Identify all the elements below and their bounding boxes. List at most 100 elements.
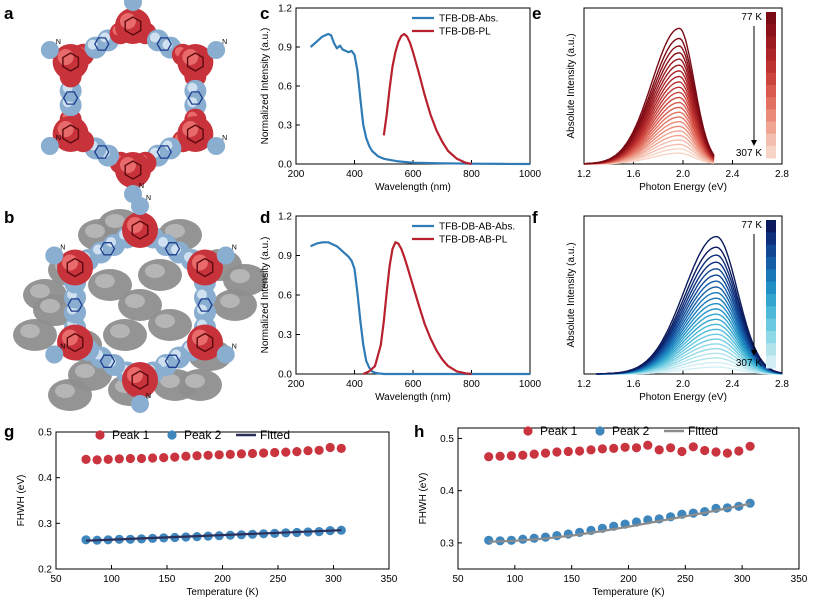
panel-label-b: b: [4, 208, 14, 227]
data-point-peak1: [495, 451, 505, 461]
colorbar-segment: [766, 331, 776, 344]
colorbar-segment: [766, 133, 776, 147]
x-axis-label: Photon Energy (eV): [639, 392, 727, 403]
data-point-peak1: [518, 450, 528, 460]
colorbar-segment: [766, 145, 776, 159]
x-tick-label: 800: [463, 379, 480, 390]
colorbar-segment: [766, 244, 776, 258]
linker-atom-highlight: [149, 32, 160, 43]
guest-molecule-highlight: [75, 364, 95, 378]
data-point-peak1: [597, 444, 608, 454]
series-line-0: [309, 32, 531, 166]
data-point-peak1: [540, 448, 551, 458]
y-tick-label: 0.2: [38, 565, 52, 576]
data-point-peak1: [181, 451, 191, 461]
y-tick-label: 1.2: [278, 4, 292, 15]
node-ring: [131, 370, 149, 390]
x-tick-label: 300: [325, 574, 342, 585]
outer-arm-sphere: [216, 246, 235, 265]
y-tick-label: 0.3: [278, 121, 292, 132]
y-tick-label: 0.3: [38, 519, 52, 530]
y-axis-label: Normalized Intensity (a.u.): [260, 237, 271, 354]
data-point-peak1: [148, 453, 158, 463]
data-point-peak1: [103, 454, 113, 464]
colorbar-arrowhead: [751, 140, 757, 146]
legend-label: Peak 2: [184, 428, 222, 442]
linker-ring: [62, 91, 79, 105]
data-point-peak1: [563, 446, 573, 457]
node-core-highlight: [191, 254, 208, 271]
linker-ring: [99, 242, 116, 256]
nitrogen-label: N: [60, 344, 65, 351]
colorbar-segment: [766, 85, 776, 98]
node-ring: [62, 124, 80, 144]
nitrogen-label: N: [222, 135, 227, 142]
outer-arm-sphere: [124, 0, 142, 11]
outer-arm-sphere: [45, 345, 64, 364]
x-tick-label: 1.2: [577, 169, 591, 180]
panel-label-a: a: [4, 4, 14, 23]
panel-label-c: c: [260, 4, 269, 23]
linker-atom-highlight: [93, 244, 104, 255]
linker-atom-highlight: [106, 237, 117, 247]
guest-molecule-highlight: [40, 299, 60, 313]
nitrogen-label: N: [60, 245, 65, 252]
guest-molecule-highlight: [160, 374, 180, 388]
data-point-peak1: [225, 449, 235, 459]
series-line-1: [382, 32, 472, 166]
outer-arm-sphere: [131, 395, 149, 413]
x-tick-label: 300: [734, 574, 751, 585]
colorbar-segment: [766, 294, 776, 307]
x-tick-label: 2.0: [676, 379, 690, 390]
data-point-peak1: [700, 445, 710, 456]
colorbar-segment: [766, 48, 776, 62]
data-point-peak1: [631, 443, 642, 453]
guest-molecule-highlight: [55, 384, 75, 398]
outer-arm-sphere: [131, 197, 149, 215]
y-tick-label: 0.4: [38, 473, 52, 484]
x-tick-label: 2.4: [726, 169, 740, 180]
data-point-peak1: [236, 449, 246, 459]
linker-ring: [94, 37, 110, 51]
panel-label-f: f: [532, 208, 538, 227]
legend-label: Peak 1: [540, 424, 578, 438]
chart-c: 200 400 600 800 1000 0.0 0.3 0.6 0.9 1.2 Wavelengt…: [260, 4, 542, 194]
legend-label: Peak 1: [112, 428, 150, 442]
data-point-peak1: [92, 455, 102, 465]
guest-molecule-highlight: [85, 224, 105, 238]
node-core-highlight: [120, 157, 136, 173]
guest-molecule-highlight: [145, 264, 165, 278]
x-tick-label: 150: [159, 574, 176, 585]
x-tick-label: 200: [214, 574, 231, 585]
colorbar-top-label: 77 K: [741, 12, 762, 23]
colorbar-segment: [766, 72, 776, 86]
x-tick-label: 600: [405, 379, 422, 390]
data-point-peak1: [666, 443, 676, 453]
data-point-peak1: [325, 442, 335, 453]
legend-marker: [595, 426, 605, 436]
series-line-0: [310, 241, 530, 376]
data-point-peak1: [259, 448, 269, 458]
outer-arm-sphere: [40, 137, 59, 155]
x-axis-label: Temperature (K): [186, 587, 258, 598]
x-axis-label: Photon Energy (eV): [639, 182, 727, 193]
x-tick-label: 2.4: [726, 379, 740, 390]
data-point-peak1: [247, 448, 258, 459]
fitted-line: [488, 502, 751, 543]
node-core-highlight: [62, 254, 79, 271]
x-tick-label: 1000: [519, 169, 542, 180]
data-point-peak1: [506, 451, 516, 461]
data-point-peak1: [136, 453, 147, 464]
guest-molecule-highlight: [220, 294, 240, 308]
y-tick-label: 0.3: [278, 330, 292, 341]
colorbar-segment: [766, 355, 776, 369]
y-tick-label: 0.4: [440, 486, 454, 497]
data-point-peak1: [620, 442, 630, 452]
data-point-peak1: [734, 446, 744, 456]
node-core-highlight: [182, 121, 199, 137]
data-point-peak1: [281, 447, 291, 457]
y-axis-label: Normalized Intensity (a.u.): [260, 28, 271, 145]
outer-arm-sphere: [45, 246, 64, 265]
x-tick-label: 1000: [519, 379, 542, 390]
